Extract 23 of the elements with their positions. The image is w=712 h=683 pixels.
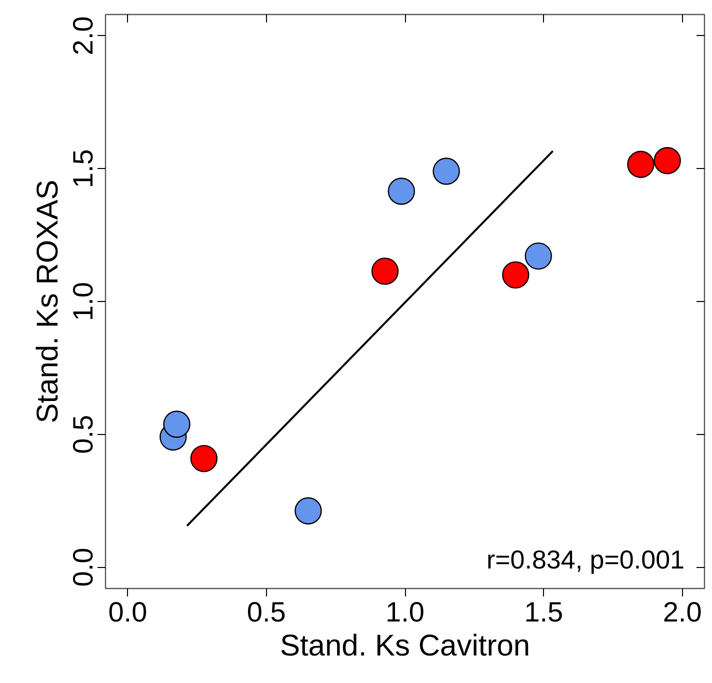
x-tick-label: 2.0 — [662, 596, 702, 628]
point — [294, 497, 322, 524]
point — [502, 261, 530, 288]
annotation: r=0.834, p=0.001 — [486, 544, 685, 574]
y-tick-label: 1.5 — [68, 149, 98, 188]
point — [524, 242, 552, 270]
x-tick-label: 0.0 — [108, 596, 148, 628]
x-tick-label: 1.5 — [524, 596, 564, 628]
y-tick-label: 0.5 — [68, 414, 98, 454]
y-tick-label: 1.0 — [68, 282, 98, 321]
point — [432, 158, 460, 185]
y-tick-label: 0.0 — [68, 548, 98, 587]
y-axis-title: Stand. Ks ROXAS — [32, 180, 64, 424]
y-tick-label: 2.0 — [68, 16, 98, 56]
point — [654, 147, 681, 174]
point — [627, 150, 654, 178]
x-tick-label: 0.5 — [246, 596, 286, 628]
point — [371, 258, 399, 285]
point — [190, 444, 218, 472]
x-tick-label: 1.0 — [386, 596, 424, 628]
x-axis-title: Stand. Ks Cavitron — [280, 630, 530, 662]
point — [163, 410, 190, 438]
point — [388, 178, 415, 205]
